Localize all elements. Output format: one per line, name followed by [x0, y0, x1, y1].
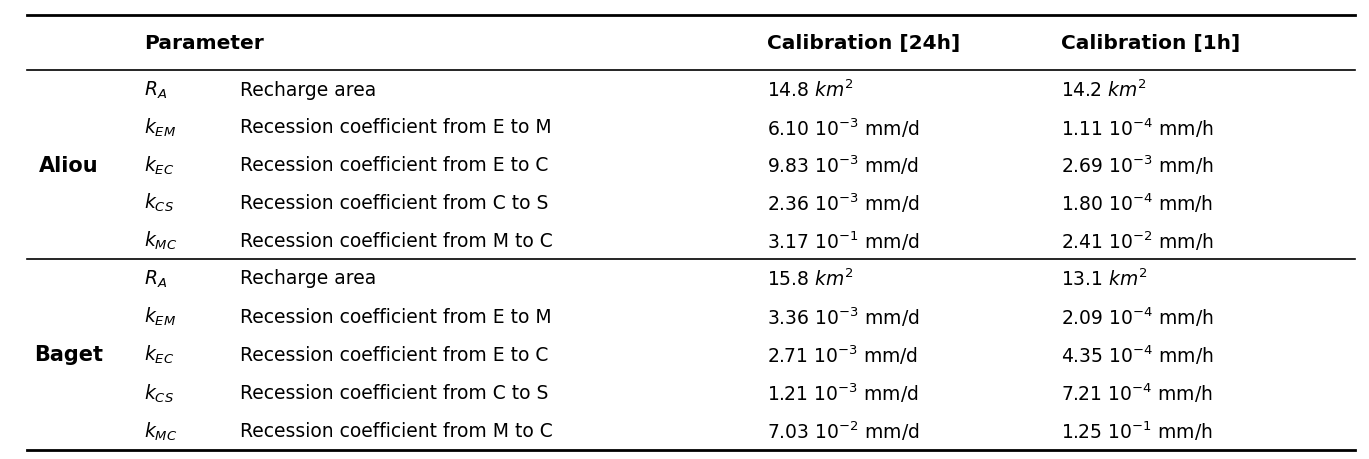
Text: $k_{CS}$: $k_{CS}$ — [144, 381, 174, 404]
Text: 2.36 $10^{-3}$ mm/d: 2.36 $10^{-3}$ mm/d — [767, 191, 919, 215]
Text: Baget: Baget — [34, 345, 103, 364]
Text: $k_{CS}$: $k_{CS}$ — [144, 192, 174, 214]
Text: 2.41 $10^{-2}$ mm/h: 2.41 $10^{-2}$ mm/h — [1061, 229, 1214, 252]
Text: Aliou: Aliou — [38, 155, 99, 175]
Text: $k_{EC}$: $k_{EC}$ — [144, 343, 174, 366]
Text: 1.80 $10^{-4}$ mm/h: 1.80 $10^{-4}$ mm/h — [1061, 191, 1213, 215]
Text: 1.21 $10^{-3}$ mm/d: 1.21 $10^{-3}$ mm/d — [767, 381, 919, 404]
Text: $k_{EM}$: $k_{EM}$ — [144, 305, 175, 328]
Text: Recession coefficient from E to C: Recession coefficient from E to C — [240, 156, 548, 175]
Text: Recession coefficient from C to S: Recession coefficient from C to S — [240, 383, 548, 402]
Text: 4.35 $10^{-4}$ mm/h: 4.35 $10^{-4}$ mm/h — [1061, 343, 1214, 366]
Text: Parameter: Parameter — [144, 34, 263, 53]
Text: $R_A$: $R_A$ — [144, 79, 167, 101]
Text: 1.11 $10^{-4}$ mm/h: 1.11 $10^{-4}$ mm/h — [1061, 116, 1214, 140]
Text: Recharge area: Recharge area — [240, 269, 376, 288]
Text: 9.83 $10^{-3}$ mm/d: 9.83 $10^{-3}$ mm/d — [767, 153, 919, 177]
Text: Recession coefficient from M to C: Recession coefficient from M to C — [240, 231, 552, 250]
Text: $k_{EC}$: $k_{EC}$ — [144, 154, 174, 176]
Text: Recession coefficient from E to M: Recession coefficient from E to M — [240, 307, 552, 326]
Text: Recession coefficient from E to C: Recession coefficient from E to C — [240, 345, 548, 364]
Text: 7.03 $10^{-2}$ mm/d: 7.03 $10^{-2}$ mm/d — [767, 419, 919, 442]
Text: 14.2 $\mathit{km}^2$: 14.2 $\mathit{km}^2$ — [1061, 79, 1147, 101]
Text: 2.69 $10^{-3}$ mm/h: 2.69 $10^{-3}$ mm/h — [1061, 153, 1214, 177]
Text: $k_{MC}$: $k_{MC}$ — [144, 420, 177, 442]
Text: 13.1 $\mathit{km}^2$: 13.1 $\mathit{km}^2$ — [1061, 268, 1147, 289]
Text: 3.17 $10^{-1}$ mm/d: 3.17 $10^{-1}$ mm/d — [767, 229, 919, 252]
Text: 3.36 $10^{-3}$ mm/d: 3.36 $10^{-3}$ mm/d — [767, 305, 919, 328]
Text: $k_{EM}$: $k_{EM}$ — [144, 117, 175, 139]
Text: 2.09 $10^{-4}$ mm/h: 2.09 $10^{-4}$ mm/h — [1061, 305, 1214, 328]
Text: $R_A$: $R_A$ — [144, 268, 167, 289]
Text: 15.8 $\mathit{km}^2$: 15.8 $\mathit{km}^2$ — [767, 268, 853, 289]
Text: 6.10 $10^{-3}$ mm/d: 6.10 $10^{-3}$ mm/d — [767, 116, 919, 140]
Text: Calibration [1h]: Calibration [1h] — [1061, 34, 1240, 53]
Text: $k_{MC}$: $k_{MC}$ — [144, 230, 177, 252]
Text: Recession coefficient from M to C: Recession coefficient from M to C — [240, 421, 552, 440]
Text: Recession coefficient from E to M: Recession coefficient from E to M — [240, 118, 552, 137]
Text: Calibration [24h]: Calibration [24h] — [767, 34, 960, 53]
Text: Recharge area: Recharge area — [240, 80, 376, 100]
Text: 7.21 $10^{-4}$ mm/h: 7.21 $10^{-4}$ mm/h — [1061, 381, 1213, 404]
Text: Recession coefficient from C to S: Recession coefficient from C to S — [240, 193, 548, 213]
Text: 2.71 $10^{-3}$ mm/d: 2.71 $10^{-3}$ mm/d — [767, 343, 917, 366]
Text: 14.8 $\mathit{km}^2$: 14.8 $\mathit{km}^2$ — [767, 79, 853, 101]
Text: 1.25 $10^{-1}$ mm/h: 1.25 $10^{-1}$ mm/h — [1061, 419, 1213, 442]
